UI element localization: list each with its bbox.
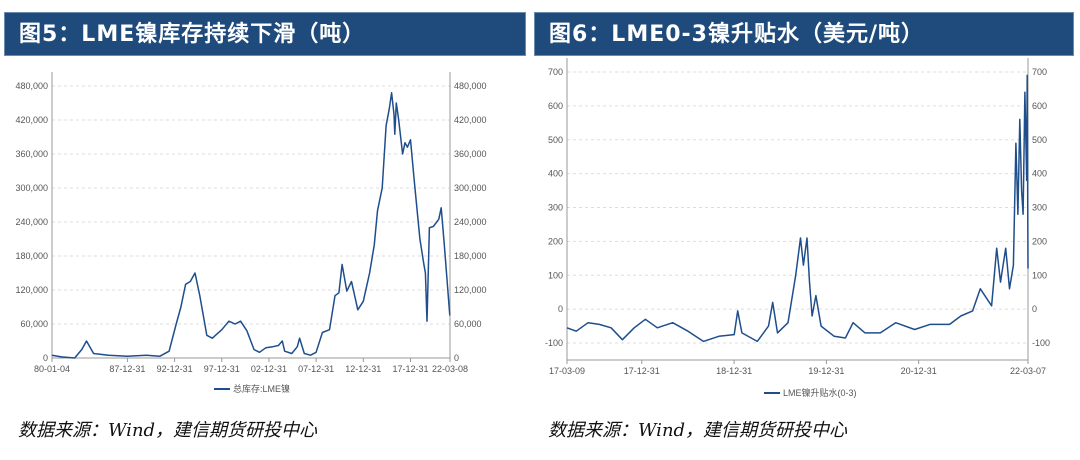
legend-label: 总库存:LME镍 (233, 383, 290, 394)
x-tick-label: 19-12-31 (808, 366, 844, 376)
y-tick-label-left: 200 (548, 236, 563, 246)
y-tick-label-left: 240,000 (15, 217, 48, 227)
x-tick-label: 17-03-09 (549, 366, 585, 376)
x-tick-label: 22-03-08 (432, 364, 468, 374)
y-tick-label-right: 360,000 (454, 149, 487, 159)
x-tick-label: 18-12-31 (716, 366, 752, 376)
series-line (566, 74, 1029, 343)
y-tick-label-left: 700 (548, 67, 563, 77)
y-tick-label-left: 420,000 (15, 115, 48, 125)
x-tick-label: 97-12-31 (204, 364, 240, 374)
y-tick-label-right: 0 (454, 353, 459, 363)
y-tick-label-left: 60,000 (20, 319, 48, 329)
x-tick-label: 02-12-31 (251, 364, 287, 374)
x-tick-label: 92-12-31 (157, 364, 193, 374)
y-tick-label-left: 480,000 (15, 81, 48, 91)
y-tick-label-right: 300,000 (454, 183, 487, 193)
figure6-source: 数据来源：Wind，建信期货研投中心 (548, 420, 848, 441)
y-tick-label-right: 700 (1032, 67, 1047, 77)
y-tick-label-right: 300 (1032, 203, 1047, 213)
y-tick-label-right: 60,000 (454, 319, 482, 329)
y-tick-label-right: 120,000 (454, 285, 487, 295)
x-tick-label: 87-12-31 (109, 364, 145, 374)
y-tick-label-right: -100 (1032, 338, 1050, 348)
y-tick-label-right: 240,000 (454, 217, 487, 227)
x-tick-label: 20-12-31 (901, 366, 937, 376)
chart-1: 0 0 60,000 60,000 120,000 120,000 180,000 180,0… (15, 72, 487, 394)
y-tick-label-right: 100 (1032, 270, 1047, 280)
y-tick-label-right: 180,000 (454, 251, 487, 261)
y-tick-label-left: 100 (548, 270, 563, 280)
x-tick-label: 07-12-31 (298, 364, 334, 374)
y-tick-label-right: 200 (1032, 236, 1047, 246)
y-tick-label-right: 600 (1032, 101, 1047, 111)
x-tick-label: 17-12-31 (392, 364, 428, 374)
x-tick-label: 22-03-07 (1010, 366, 1046, 376)
y-tick-label-left: 600 (548, 101, 563, 111)
x-tick-label: 80-01-04 (34, 364, 70, 374)
x-tick-label: 12-12-31 (345, 364, 381, 374)
y-tick-label-right: 400 (1032, 169, 1047, 179)
y-tick-label-right: 420,000 (454, 115, 487, 125)
y-tick-label-left: 180,000 (15, 251, 48, 261)
figure5-source: 数据来源：Wind，建信期货研投中心 (18, 420, 318, 441)
y-tick-label-left: 500 (548, 135, 563, 145)
y-tick-label-right: 480,000 (454, 81, 487, 91)
y-tick-label-left: 0 (558, 304, 563, 314)
y-tick-label-right: 0 (1032, 304, 1037, 314)
figure5-header: 图5：LME镍库存持续下滑（吨） (4, 12, 526, 56)
y-tick-label-left: -100 (545, 338, 563, 348)
series-line (51, 92, 451, 359)
chart-2: -100 -100 0 0 100 100 200 200 300 300 400 400 500 500… (545, 58, 1050, 398)
y-tick-label-right: 500 (1032, 135, 1047, 145)
y-tick-label-left: 120,000 (15, 285, 48, 295)
y-tick-label-left: 360,000 (15, 149, 48, 159)
figure6-header: 图6：LME0-3镍升贴水（美元/吨） (534, 12, 1074, 56)
y-tick-label-left: 0 (43, 353, 48, 363)
y-tick-label-left: 400 (548, 169, 563, 179)
x-tick-label: 17-12-31 (624, 366, 660, 376)
legend-label: LME镍升贴水(0-3) (783, 387, 857, 398)
y-tick-label-left: 300 (548, 203, 563, 213)
y-tick-label-left: 300,000 (15, 183, 48, 193)
